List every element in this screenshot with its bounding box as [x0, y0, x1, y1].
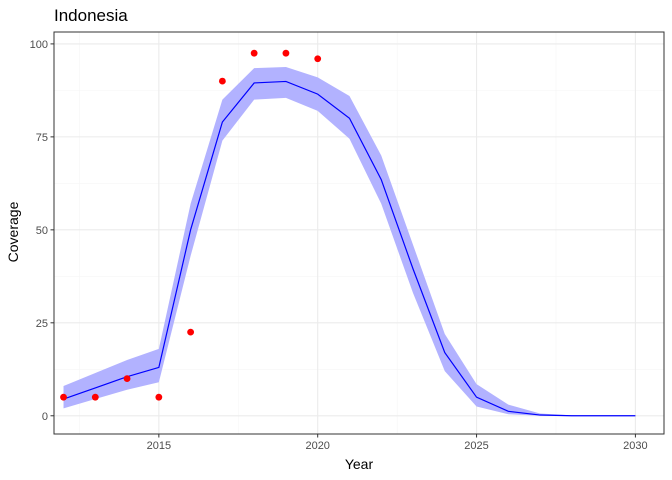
observed-point-2012: [60, 393, 67, 401]
confidence-band: [63, 66, 636, 416]
y-axis-title: Coverage: [5, 201, 21, 262]
x-tick-label-1: 2020: [305, 440, 329, 452]
y-tick-label-0: 0: [42, 411, 48, 423]
x-tick-label-3: 2030: [623, 440, 647, 452]
observed-point-2014: [123, 375, 131, 382]
x-axis: 2015 2020 2025 2030: [147, 434, 648, 452]
observed-point-2018: [250, 49, 258, 57]
observed-point-2013: [91, 393, 99, 401]
y-axis: 0 25 50 75 100: [30, 39, 54, 423]
y-tick-label-3: 75: [36, 132, 48, 144]
coverage-line-layer: [63, 80, 636, 417]
x-tick-label-0: 2015: [147, 440, 171, 452]
observed-point-2020: [314, 55, 322, 63]
coverage-line: [63, 80, 636, 417]
observed-point-2017: [218, 77, 226, 85]
observed-point-2016: [187, 328, 195, 336]
observed-points-layer: [60, 49, 322, 401]
y-tick-label-4: 100: [30, 39, 48, 51]
x-tick-label-2: 2025: [464, 440, 488, 452]
y-tick-label-1: 25: [36, 318, 48, 330]
confidence-band-layer: [63, 66, 636, 416]
x-axis-title: Year: [345, 456, 374, 472]
panel-border: [53, 31, 665, 435]
observed-point-2015: [155, 393, 163, 401]
chart-title: Indonesia: [54, 6, 128, 25]
y-tick-label-2: 50: [36, 225, 48, 237]
observed-point-2019: [282, 49, 290, 57]
